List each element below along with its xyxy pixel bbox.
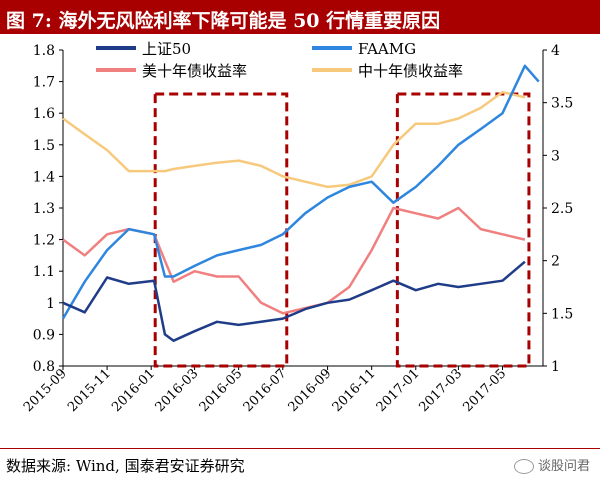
watermark: 谈股问君 xyxy=(513,455,590,474)
series-line xyxy=(61,64,540,320)
axis-ticks: 0.8 0.9 1 1.1 1.2 1.3 1.4 1.5 1.6 1.7 1.8 1 1.5 2 2.5 3… xyxy=(21,43,573,415)
x-tick-label: 2016-07 xyxy=(241,366,290,415)
y-right-tick-label: 1 xyxy=(551,359,560,375)
legend-label: FAAMG xyxy=(358,40,416,58)
x-tick-label: 2016-05 xyxy=(197,366,246,415)
title-bar: 图 7: 海外无风险利率下降可能是 50 行情重要原因 xyxy=(0,0,600,34)
y-right-tick-label: 4 xyxy=(551,43,560,59)
source-divider xyxy=(0,448,600,449)
wechat-icon xyxy=(513,459,534,474)
watermark-text: 谈股问君 xyxy=(537,459,590,474)
y-left-tick-label: 1.6 xyxy=(33,106,55,122)
y-left-tick-label: 1.7 xyxy=(33,75,55,91)
y-left-tick-label: 1.8 xyxy=(33,43,55,59)
y-right-tick-label: 3 xyxy=(551,148,560,164)
legend-label: 中十年债收益率 xyxy=(358,62,463,80)
y-right-tick-label: 3.5 xyxy=(551,96,573,112)
y-right-tick-label: 1.5 xyxy=(551,306,573,322)
x-tick-label: 2016-11 xyxy=(330,366,379,415)
highlight-box xyxy=(395,92,531,368)
y-right-tick-label: 2.5 xyxy=(551,201,573,217)
plot-frame xyxy=(62,50,544,367)
legend-label: 美十年债收益率 xyxy=(142,62,247,80)
chart: 0.8 0.9 1 1.1 1.2 1.3 1.4 1.5 1.6 1.7 1.8 1 1.5 2 2.5 3… xyxy=(21,40,573,415)
x-tick-label: 2016-03 xyxy=(153,366,202,415)
series-line xyxy=(62,260,526,342)
x-tick-label: 2016-01 xyxy=(109,366,158,415)
y-left-tick-label: 0.8 xyxy=(33,359,55,375)
y-left-tick-label: 1 xyxy=(46,296,55,312)
legend-label: 上证50 xyxy=(142,40,191,58)
legend: 上证50 FAAMG 美十年债收益率 中十年债收益率 xyxy=(96,40,463,80)
y-right-tick-label: 2 xyxy=(551,254,560,270)
y-left-tick-label: 1.5 xyxy=(33,138,55,154)
x-tick-label: 2017-05 xyxy=(461,366,510,415)
series-line xyxy=(62,90,526,189)
x-tick-label: 2016-09 xyxy=(286,366,335,415)
y-left-tick-label: 1.4 xyxy=(33,169,55,185)
y-left-tick-label: 1.3 xyxy=(33,201,55,217)
x-tick-label: 2017-01 xyxy=(374,366,423,415)
y-left-tick-label: 0.9 xyxy=(33,327,55,343)
x-tick-label: 2015-11 xyxy=(65,366,114,415)
source-note: 数据来源: Wind, 国泰君安证券研究 xyxy=(6,457,245,475)
chart-title: 图 7: 海外无风险利率下降可能是 50 行情重要原因 xyxy=(6,10,441,32)
highlight-box xyxy=(153,92,289,368)
x-tick-label: 2017-03 xyxy=(416,366,465,415)
y-left-tick-label: 1.2 xyxy=(33,233,55,249)
series-lines xyxy=(61,64,540,342)
y-left-tick-label: 1.1 xyxy=(33,264,55,280)
